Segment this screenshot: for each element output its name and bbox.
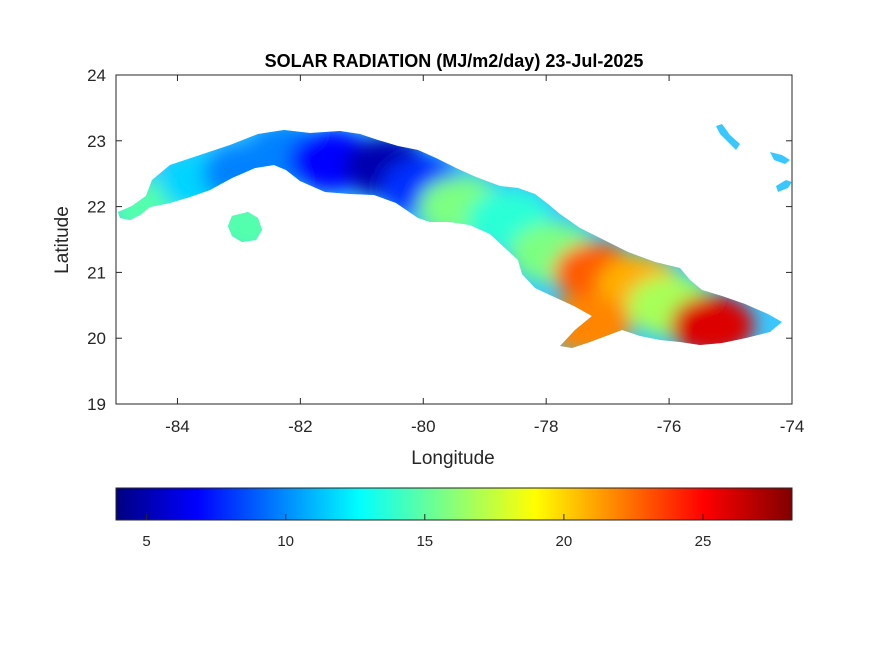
colorbar-tick-label: 5 — [142, 533, 150, 550]
x-tick-label: -80 — [411, 417, 436, 436]
colorbar-tick-label: 15 — [416, 533, 433, 550]
colorbar — [115, 487, 793, 521]
x-axis-label: Longitude — [411, 448, 494, 469]
colorbar-tick-label: 10 — [277, 533, 294, 550]
x-tick-label: -74 — [780, 417, 805, 436]
y-axis-label: Latitude — [52, 206, 73, 274]
x-tick-label: -84 — [165, 417, 190, 436]
chart-title: SOLAR RADIATION (MJ/m2/day) 23-Jul-2025 — [265, 51, 644, 71]
x-tick-label: -78 — [534, 417, 559, 436]
colorbar-tick-label: 20 — [556, 533, 573, 550]
y-tick-label: 24 — [87, 66, 106, 85]
y-tick-label: 20 — [87, 329, 106, 348]
y-tick-label: 19 — [87, 395, 106, 414]
axes-box — [115, 74, 793, 405]
y-tick-label: 23 — [87, 132, 106, 151]
value-region — [670, 295, 755, 348]
x-tick-label: -82 — [288, 417, 313, 436]
y-tick-label: 21 — [87, 263, 106, 282]
x-tick-label: -76 — [657, 417, 682, 436]
y-tick-label: 22 — [87, 198, 106, 217]
colorbar-tick-label: 25 — [695, 533, 712, 550]
